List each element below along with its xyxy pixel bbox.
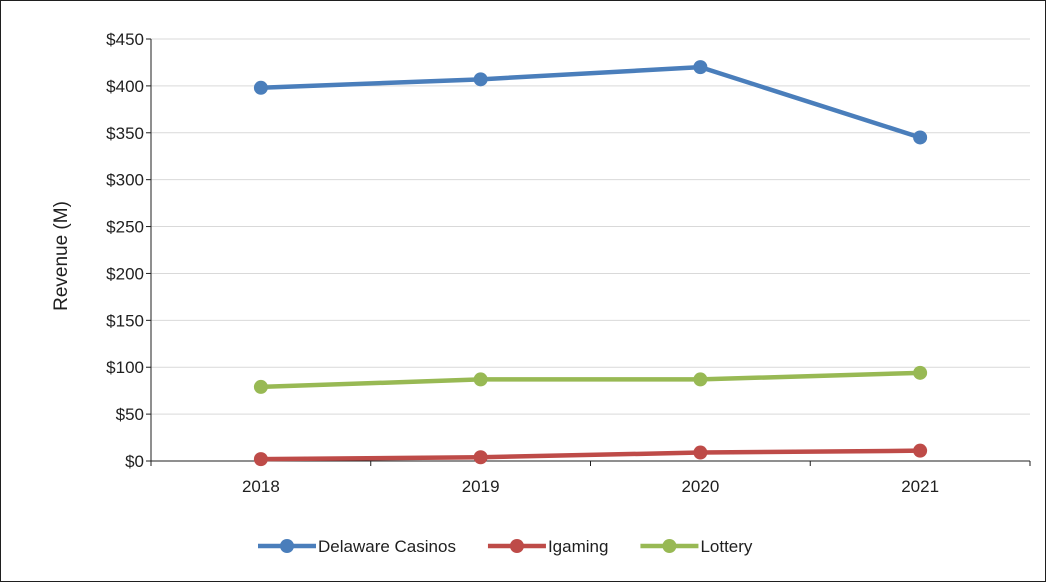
data-point [913, 443, 928, 458]
y-tick-label: $200 [106, 264, 144, 283]
x-tick-labels: 2018 2019 2020 2021 [242, 477, 939, 496]
legend-label: Delaware Casinos [318, 537, 456, 556]
legend-item: Delaware Casinos [258, 537, 456, 556]
y-tick-label: $0 [125, 452, 144, 471]
y-tick-label: $50 [116, 405, 144, 424]
data-point [253, 379, 268, 394]
legend-swatch-marker [662, 539, 677, 553]
x-tick-label: 2019 [462, 477, 500, 496]
data-point [253, 80, 268, 95]
data-point [913, 130, 928, 145]
legend-label: Lottery [700, 537, 752, 556]
data-point [693, 60, 708, 75]
y-tick-label: $100 [106, 358, 144, 377]
series-line [258, 370, 923, 390]
x-tick-label: 2018 [242, 477, 280, 496]
legend-item: Igaming [487, 537, 608, 556]
legend-swatch-marker [280, 539, 294, 553]
y-tick-label: $300 [106, 171, 144, 190]
legend-item: Lottery [640, 537, 753, 556]
data-point [913, 365, 928, 380]
data-point [253, 452, 268, 467]
y-tick-label: $250 [106, 218, 144, 237]
series [253, 60, 928, 467]
series-line [258, 448, 923, 462]
legend: Delaware Casinos Igaming Lottery [258, 537, 753, 556]
data-point [473, 372, 488, 387]
data-point [693, 372, 708, 387]
data-point [693, 445, 708, 460]
y-tick-label: $400 [106, 77, 144, 96]
legend-swatch-marker [509, 539, 524, 553]
y-tick-label: $150 [106, 311, 144, 330]
y-tick-label: $350 [106, 124, 144, 143]
series-line [258, 64, 923, 140]
y-tick-label: $450 [106, 30, 144, 49]
y-tick-labels: $0 $50 $100 $150 $200 $250 $300 $350 $400 $450 [106, 30, 144, 471]
data-point [473, 450, 488, 465]
x-tick-label: 2020 [681, 477, 719, 496]
x-tick-label: 2021 [901, 477, 939, 496]
axes [146, 38, 1031, 466]
data-point [473, 72, 488, 87]
gridlines [151, 38, 1030, 415]
legend-label: Igaming [548, 537, 608, 556]
y-axis-title: Revenue (M) [51, 201, 72, 311]
